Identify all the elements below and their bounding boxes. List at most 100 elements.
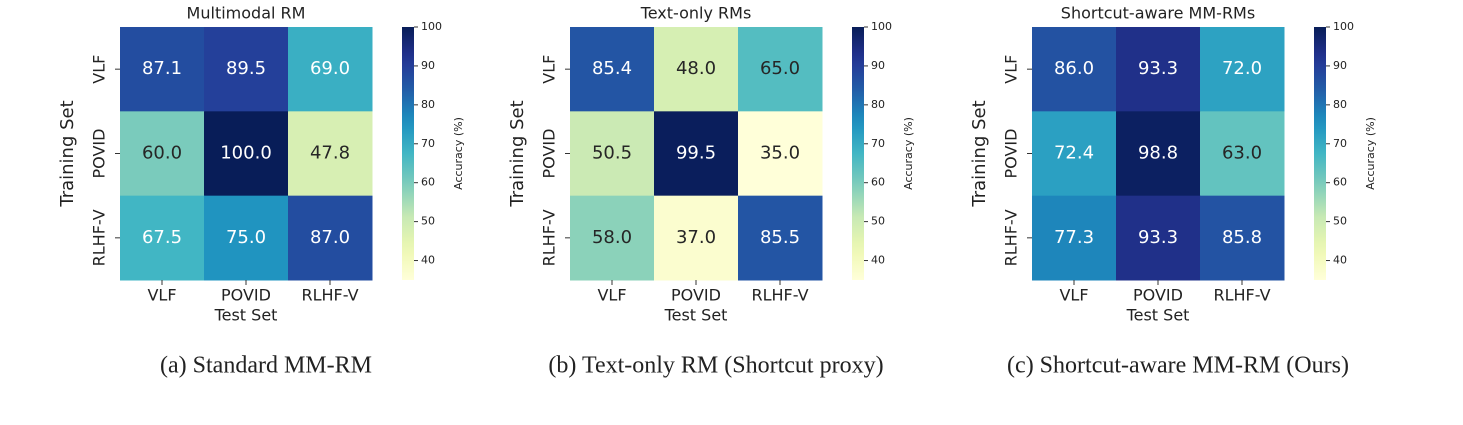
cell-label: 77.3 xyxy=(1054,227,1094,248)
x-tick-label: VLF xyxy=(597,286,626,305)
heatmap-cell xyxy=(1032,27,1117,112)
heatmap-cell xyxy=(570,195,655,281)
cell-label: 85.8 xyxy=(1222,227,1262,248)
x-tick-label: VLF xyxy=(1059,286,1088,305)
y-tick-label: VLF xyxy=(540,55,559,84)
heatmap-cell xyxy=(288,111,373,197)
colorbar-tick-label: 100 xyxy=(421,20,442,33)
colorbar-tick-label: 50 xyxy=(871,215,885,228)
heatmap-cell xyxy=(738,27,823,112)
colorbar-tick-label: 90 xyxy=(421,59,435,72)
heatmap-cell xyxy=(204,111,289,197)
heatmap-cell xyxy=(204,27,289,112)
heatmap-cell xyxy=(120,27,205,112)
heatmap-cell xyxy=(570,27,655,112)
heatmap-cell xyxy=(1200,111,1285,197)
cell-label: 93.3 xyxy=(1138,227,1178,248)
colorbar xyxy=(852,27,864,280)
x-axis-label: Test Set xyxy=(1126,306,1190,325)
heatmap-cell xyxy=(654,195,739,281)
cell-label: 98.8 xyxy=(1138,143,1178,164)
cell-label: 63.0 xyxy=(1222,143,1262,164)
cell-label: 48.0 xyxy=(676,58,716,79)
colorbar-tick-label: 60 xyxy=(871,176,885,189)
cell-label: 72.4 xyxy=(1054,143,1094,164)
heatmap-cell xyxy=(204,195,289,281)
colorbar xyxy=(402,27,414,280)
y-tick-label: POVID xyxy=(540,129,559,179)
colorbar-tick-label: 70 xyxy=(871,137,885,150)
cell-label: 75.0 xyxy=(226,227,266,248)
colorbar-tick-label: 70 xyxy=(421,137,435,150)
cell-label: 93.3 xyxy=(1138,58,1178,79)
cell-label: 37.0 xyxy=(676,227,716,248)
caption: (a) Standard MM-RM xyxy=(160,353,372,379)
x-tick-label: POVID xyxy=(671,286,721,305)
y-tick-label: VLF xyxy=(90,55,109,84)
heatmap-cell xyxy=(1032,195,1117,281)
y-axis-label: Training Set xyxy=(507,100,528,207)
colorbar-tick-label: 80 xyxy=(1333,98,1347,111)
heatmap-cell xyxy=(1200,27,1285,112)
heatmap-cell xyxy=(1116,111,1201,197)
heatmap-cell xyxy=(1116,195,1201,281)
heatmap-cell xyxy=(654,27,739,112)
y-tick-label: RLHF-V xyxy=(540,209,559,266)
colorbar-tick-label: 50 xyxy=(1333,215,1347,228)
colorbar-tick-label: 60 xyxy=(421,176,435,189)
caption: (c) Shortcut-aware MM-RM (Ours) xyxy=(1007,353,1349,379)
colorbar-tick-label: 100 xyxy=(871,20,892,33)
colorbar-tick-label: 90 xyxy=(1333,59,1347,72)
colorbar-tick-label: 60 xyxy=(1333,176,1347,189)
y-axis-label: Training Set xyxy=(969,100,990,207)
heatmap-cell xyxy=(654,111,739,197)
colorbar-tick-label: 80 xyxy=(871,98,885,111)
y-tick-label: POVID xyxy=(90,129,109,179)
heatmap-cell xyxy=(288,195,373,281)
colorbar-label: Accuracy (%) xyxy=(902,117,915,190)
y-axis-label: Training Set xyxy=(57,100,78,207)
x-tick-label: POVID xyxy=(221,286,271,305)
colorbar xyxy=(1314,27,1326,280)
colorbar-tick-label: 40 xyxy=(421,254,435,267)
cell-label: 69.0 xyxy=(310,58,350,79)
heatmap-cell xyxy=(738,195,823,281)
cell-label: 35.0 xyxy=(760,143,800,164)
cell-label: 85.5 xyxy=(760,227,800,248)
x-tick-label: POVID xyxy=(1133,286,1183,305)
x-tick-label: RLHF-V xyxy=(1213,286,1270,305)
cell-label: 67.5 xyxy=(142,227,182,248)
y-tick-label: POVID xyxy=(1002,129,1021,179)
cell-label: 87.0 xyxy=(310,227,350,248)
heatmap-cell xyxy=(120,195,205,281)
cell-label: 100.0 xyxy=(220,143,272,164)
colorbar-tick-label: 100 xyxy=(1333,20,1354,33)
cell-label: 58.0 xyxy=(592,227,632,248)
y-tick-label: VLF xyxy=(1002,55,1021,84)
chart-title: Shortcut-aware MM-RMs xyxy=(1061,4,1255,23)
cell-label: 87.1 xyxy=(142,58,182,79)
x-tick-label: VLF xyxy=(147,286,176,305)
y-tick-label: RLHF-V xyxy=(1002,209,1021,266)
heatmap-cell xyxy=(1200,195,1285,281)
colorbar-tick-label: 40 xyxy=(871,254,885,267)
caption: (b) Text-only RM (Shortcut proxy) xyxy=(548,353,883,379)
x-tick-label: RLHF-V xyxy=(751,286,808,305)
colorbar-label: Accuracy (%) xyxy=(452,117,465,190)
cell-label: 85.4 xyxy=(592,58,632,79)
cell-label: 47.8 xyxy=(310,143,350,164)
cell-label: 65.0 xyxy=(760,58,800,79)
heatmap-cell xyxy=(738,111,823,197)
colorbar-tick-label: 90 xyxy=(871,59,885,72)
chart-title: Multimodal RM xyxy=(187,4,306,23)
x-axis-label: Test Set xyxy=(664,306,728,325)
heatmap-cell xyxy=(288,27,373,112)
colorbar-tick-label: 80 xyxy=(421,98,435,111)
heatmap-cell xyxy=(120,111,205,197)
heatmap-cell xyxy=(1032,111,1117,197)
cell-label: 99.5 xyxy=(676,143,716,164)
heatmap-cell xyxy=(1116,27,1201,112)
colorbar-tick-label: 50 xyxy=(421,215,435,228)
heatmap-cell xyxy=(570,111,655,197)
cell-label: 60.0 xyxy=(142,143,182,164)
